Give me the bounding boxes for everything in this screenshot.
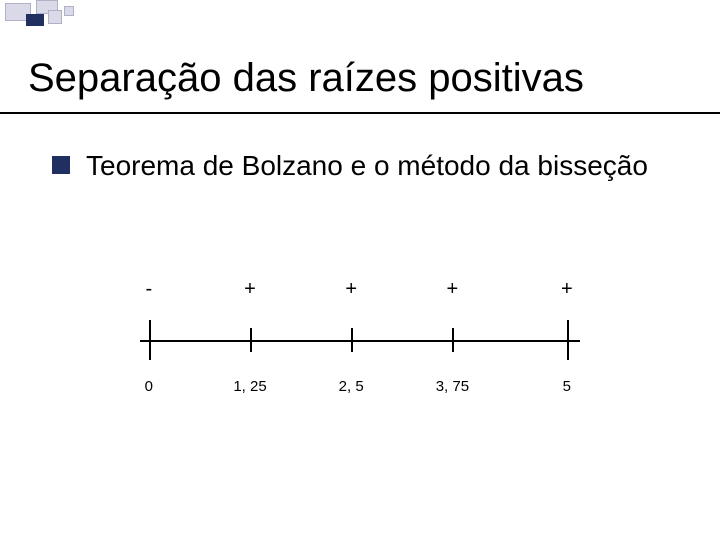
bullet-item: Teorema de Bolzano e o método da bisseçã… <box>52 148 680 183</box>
deco-box <box>64 6 74 16</box>
corner-decoration <box>0 0 120 30</box>
bullet-text: Teorema de Bolzano e o método da bisseçã… <box>86 148 648 183</box>
bullet-square-icon <box>52 156 70 174</box>
tick-mark <box>351 328 353 352</box>
slide-title: Separação das raízes positivas <box>28 56 584 101</box>
tick-mark <box>452 328 454 352</box>
tick-mark <box>567 320 569 360</box>
sign-label: + <box>345 278 357 301</box>
tick-label: 5 <box>563 378 571 395</box>
sign-label: - <box>145 278 152 301</box>
sign-label: + <box>244 278 256 301</box>
sign-label: + <box>561 278 573 301</box>
tick-label: 2, 5 <box>339 378 364 395</box>
deco-box <box>48 10 62 24</box>
tick-label: 1, 25 <box>233 378 266 395</box>
deco-box <box>26 14 44 26</box>
tick-label: 0 <box>145 378 153 395</box>
number-line-axis <box>140 340 580 342</box>
sign-label: + <box>447 278 459 301</box>
title-underline <box>0 112 720 114</box>
tick-mark <box>149 320 151 360</box>
tick-mark <box>250 328 252 352</box>
number-line-diagram: - 0 +1, 25 +2, 5 +3, 75 +5 <box>140 270 580 430</box>
tick-label: 3, 75 <box>436 378 469 395</box>
